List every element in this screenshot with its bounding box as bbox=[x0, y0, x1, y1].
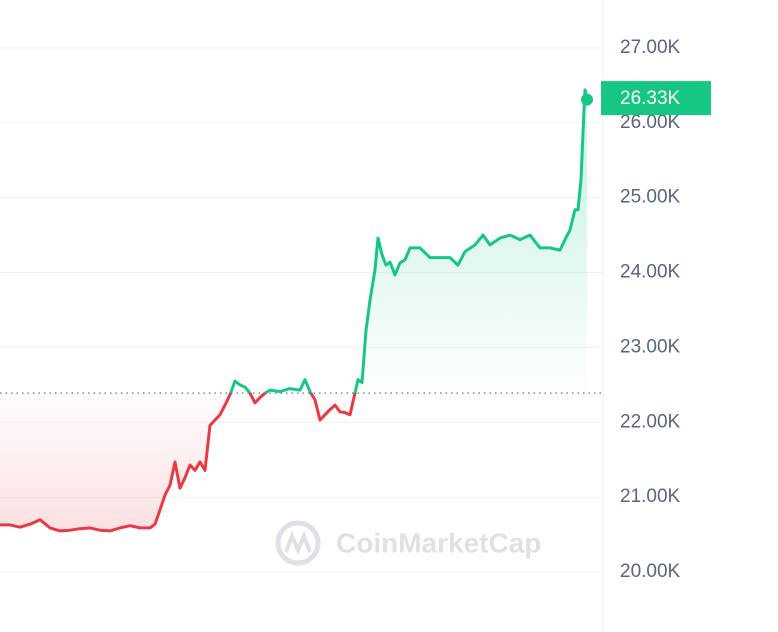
y-tick-label: 26.00K bbox=[620, 112, 681, 133]
price-line bbox=[0, 88, 589, 533]
watermark-text: CoinMarketCap bbox=[336, 527, 541, 558]
y-tick-label: 25.00K bbox=[620, 187, 681, 208]
y-tick-label: 23.00K bbox=[620, 336, 681, 357]
price-tag bbox=[601, 81, 711, 116]
watermark-logo bbox=[275, 520, 321, 566]
y-tick-label: 27.00K bbox=[620, 37, 681, 58]
watermark-logo-mark bbox=[284, 530, 312, 556]
watermark: CoinMarketCap bbox=[275, 520, 541, 566]
price-tag-label: 26.33K bbox=[620, 88, 681, 109]
y-tick-label: 24.00K bbox=[620, 262, 681, 283]
last-point bbox=[581, 93, 593, 106]
y-tick-label: 22.00K bbox=[620, 411, 681, 432]
y-tick-label: 21.00K bbox=[620, 486, 681, 507]
area bbox=[0, 89, 587, 531]
y-tick-label: 20.00K bbox=[620, 561, 681, 582]
